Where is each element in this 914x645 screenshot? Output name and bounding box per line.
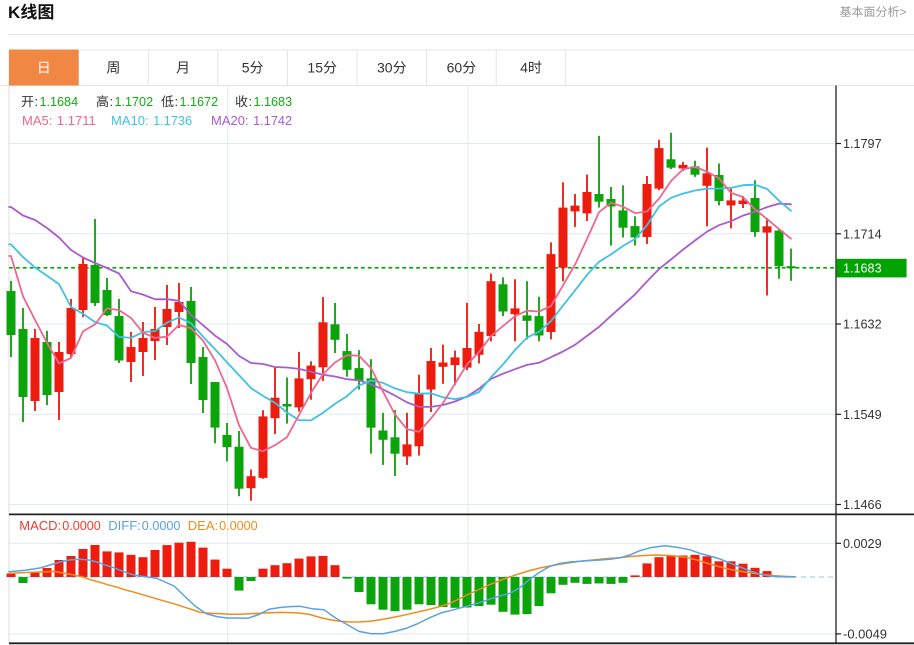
svg-text:1.1711: 1.1711 [57,113,96,128]
svg-text:>: > [900,5,907,19]
svg-text:1.1714: 1.1714 [843,226,882,241]
svg-text:1.1742: 1.1742 [253,113,292,128]
svg-text:DEA:: DEA: [188,518,218,533]
svg-text:MA5:: MA5: [22,113,52,128]
svg-text:6: 6 [447,60,455,76]
svg-text:1.1683: 1.1683 [254,94,293,109]
svg-text:DIFF:: DIFF: [108,518,141,533]
svg-text:1.1683: 1.1683 [843,260,882,275]
svg-text:5: 5 [242,60,250,76]
svg-text::: : [249,94,253,109]
svg-text:0.0000: 0.0000 [219,518,258,533]
svg-text:0: 0 [454,60,462,76]
svg-text:5: 5 [315,60,323,76]
svg-text:1.1632: 1.1632 [843,317,882,332]
svg-text:MA10:: MA10: [111,113,149,128]
svg-text:1.1466: 1.1466 [843,497,882,512]
svg-text:0.0029: 0.0029 [843,536,882,551]
svg-text::: : [35,94,39,109]
svg-text:-0.0049: -0.0049 [843,627,887,642]
svg-text:1.1684: 1.1684 [40,94,79,109]
svg-text:MACD:: MACD: [19,518,61,533]
svg-text:0: 0 [385,60,393,76]
svg-text:0.0000: 0.0000 [62,518,101,533]
svg-text:4: 4 [520,60,528,76]
svg-text:MA20:: MA20: [211,113,249,128]
svg-text:1.1797: 1.1797 [843,136,882,151]
svg-text::: : [175,94,179,109]
svg-text::: : [110,94,114,109]
svg-text:K: K [8,3,21,22]
svg-text:1: 1 [307,60,315,76]
svg-text:1.1736: 1.1736 [153,113,192,128]
svg-text:1.1702: 1.1702 [115,94,154,109]
svg-text:1.1549: 1.1549 [843,407,882,422]
svg-text:1.1672: 1.1672 [180,94,219,109]
svg-text:3: 3 [377,60,385,76]
svg-text:0.0000: 0.0000 [142,518,181,533]
